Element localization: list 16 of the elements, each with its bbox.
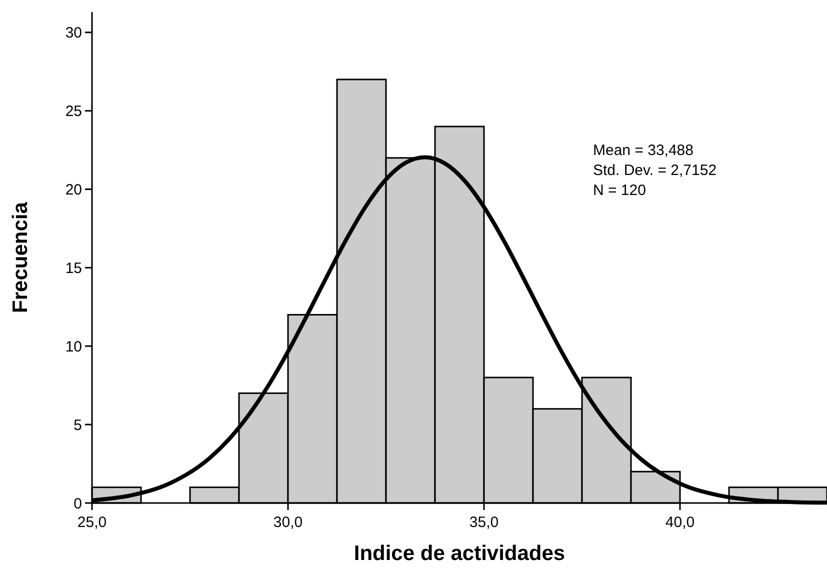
x-tick-label: 40,0	[665, 514, 695, 531]
annotation: N = 120	[593, 182, 646, 199]
annotation: Std. Dev. = 2,7152	[593, 162, 717, 179]
y-axis-title: Frecuencia	[9, 202, 32, 313]
x-axis-title: Indice de actividades	[354, 542, 566, 565]
y-tick-label: 30	[65, 24, 82, 42]
x-tick-label: 35,0	[469, 514, 499, 531]
y-tick-label: 20	[65, 182, 82, 199]
x-tick-label: 25,0	[77, 514, 107, 531]
y-tick-label: 0	[74, 495, 82, 512]
y-tick-label: 5	[74, 416, 82, 434]
y-tick-label: 15	[65, 260, 82, 277]
x-tick-label: 30,0	[273, 514, 303, 531]
y-tick-label: 25	[65, 103, 82, 120]
y-tick-label: 10	[65, 338, 82, 356]
annotation: Mean = 33,488	[593, 142, 694, 159]
